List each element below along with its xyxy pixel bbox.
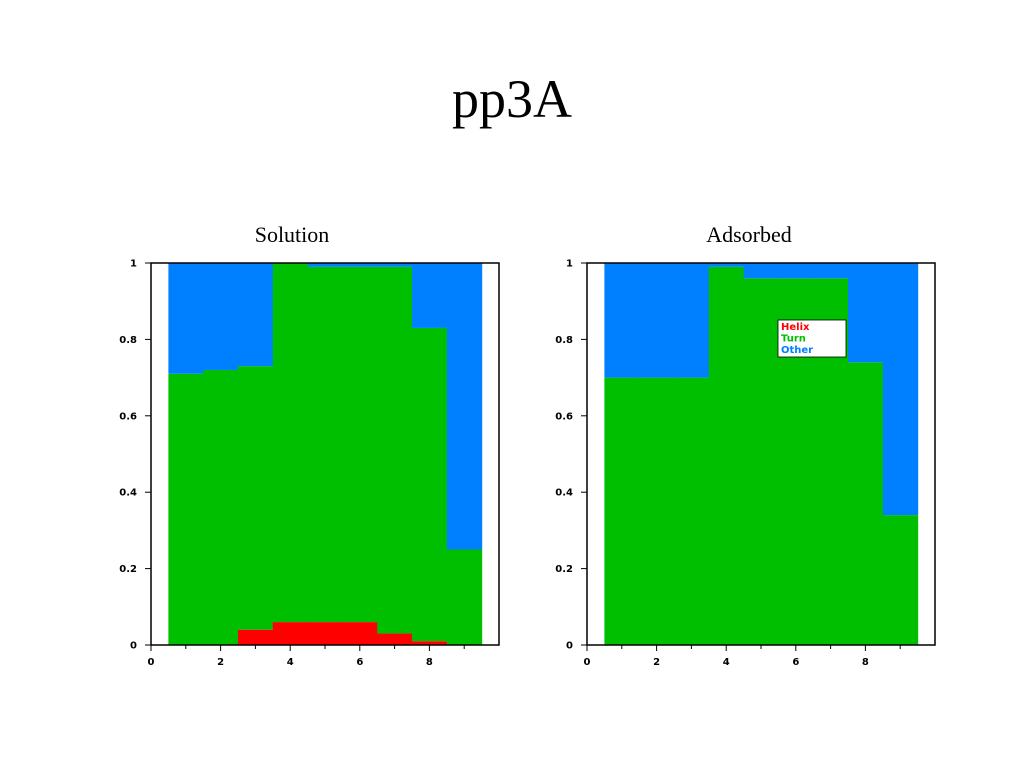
solution-bar-other [377,263,413,267]
adsorbed-bar-other [743,263,779,279]
solution-xtick-label: 2 [217,657,224,668]
solution-xtick-label: 8 [426,657,433,668]
solution-bar-other [446,263,483,550]
adsorbed-bar-other [674,263,710,378]
adsorbed-legend-other: Other [781,345,813,356]
solution-bar-turn [203,369,239,645]
adsorbed-ytick-label: 0 [566,641,573,652]
adsorbed-bar-turn [882,515,919,645]
solution-bar-helix [238,629,274,645]
adsorbed-bar-turn [639,377,675,645]
adsorbed-bar-turn [674,377,710,645]
solution-bar-turn [377,266,413,634]
adsorbed-bar-other [604,263,640,378]
solution-bar-helix [377,633,413,645]
solution-ytick-label: 0.4 [119,488,137,499]
solution-bar-helix [272,622,309,645]
adsorbed-xtick-label: 8 [862,657,869,668]
solution-bar-other [168,263,204,374]
solution-ytick-label: 0.6 [119,411,137,422]
adsorbed-bar-other [708,263,745,267]
adsorbed-chart-title: Adsorbed [706,222,792,247]
solution-bar-turn [446,549,483,645]
adsorbed-ytick-label: 0.4 [555,488,573,499]
solution-bar-other [203,263,239,370]
solution-bar-turn [307,266,343,623]
adsorbed-xtick-label: 6 [792,657,799,668]
adsorbed-ytick-label: 0.2 [555,564,573,575]
solution-bar-helix [307,622,343,645]
solution-bar-helix [342,622,378,645]
adsorbed-bar-other [882,263,919,516]
solution-bar-other [238,263,274,367]
adsorbed-xtick-label: 4 [723,657,730,668]
solution-xtick-label: 4 [287,657,294,668]
solution-xtick-label: 6 [356,657,363,668]
solution-bar-turn [412,327,448,642]
adsorbed-bar-turn [743,278,779,645]
adsorbed-legend-helix: Helix [781,322,810,333]
adsorbed-bar-other [639,263,675,378]
solution-bar-other [307,263,343,267]
solution-ytick-label: 0.2 [119,564,137,575]
adsorbed-ytick-label: 0.6 [555,411,573,422]
adsorbed-bar-other [848,263,884,363]
adsorbed-bar-other [813,263,849,279]
solution-bar-other [412,263,448,328]
solution-xtick-label: 0 [148,657,155,668]
slide-title: pp3A [452,69,572,129]
solution-ytick-label: 0.8 [119,335,137,346]
adsorbed-legend-box [777,319,847,358]
solution-bar-turn [238,366,274,630]
solution-ytick-label: 0 [130,641,137,652]
solution-bar-helix [412,641,448,645]
adsorbed-xtick-label: 0 [584,657,591,668]
adsorbed-bar-turn [848,362,884,645]
adsorbed-xtick-label: 2 [653,657,660,668]
solution-ytick-label: 1 [130,259,137,270]
solution-bar-turn [168,373,204,645]
adsorbed-ytick-label: 0.8 [555,335,573,346]
adsorbed-bar-turn [604,377,640,645]
solution-chart-title: Solution [254,222,330,247]
adsorbed-legend-turn: Turn [781,334,806,345]
solution-bar-turn [342,266,378,623]
adsorbed-bar-turn [708,266,745,645]
adsorbed-ytick-label: 1 [566,259,573,270]
adsorbed-bar-other [778,263,814,279]
solution-bar-turn [272,263,309,623]
solution-bar-other [342,263,378,267]
